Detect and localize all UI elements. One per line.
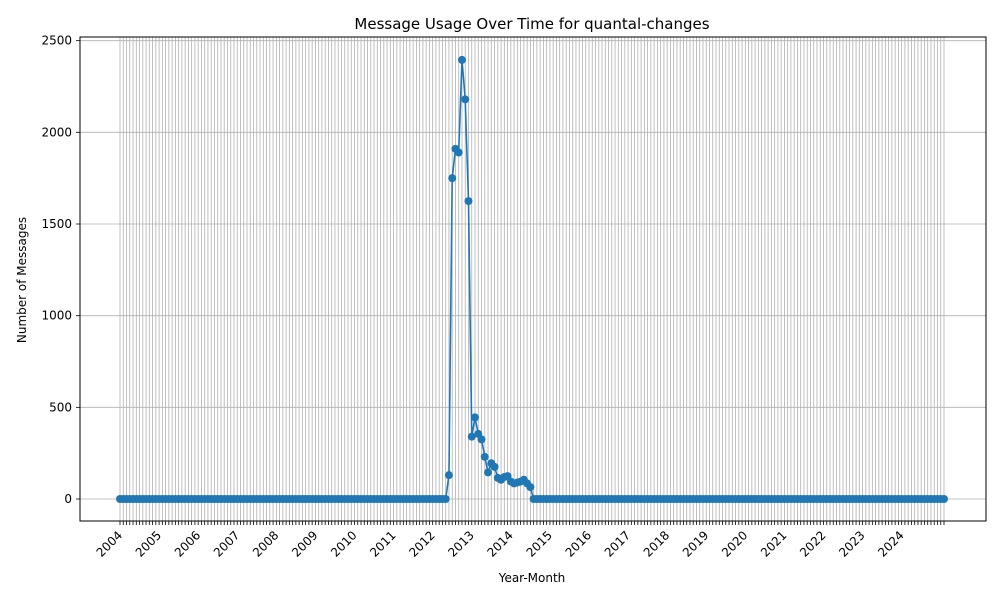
y-axis-label: Number of Messages (15, 217, 29, 343)
x-tick-label: 2024 (875, 528, 906, 559)
data-point (526, 483, 535, 492)
x-tick-label: 2010 (328, 528, 359, 559)
data-point (444, 471, 453, 480)
data-point (940, 495, 948, 503)
x-tick-label: 2015 (524, 528, 555, 559)
data-point (461, 95, 470, 104)
x-tick-label: 2019 (680, 528, 711, 559)
data-point (484, 468, 493, 477)
series (116, 55, 948, 503)
y-tick-label: 500 (49, 400, 72, 414)
axes: 2004 2005 2006 2007 2008 2009 2010 2011 2012 2013… (41, 34, 945, 560)
x-tick-label: 2023 (836, 528, 867, 559)
x-tick-label: 2006 (172, 528, 203, 559)
data-point (464, 197, 473, 206)
y-tick-label: 0 (64, 492, 72, 506)
data-point (441, 495, 450, 503)
y-tick-label: 2000 (41, 125, 72, 139)
x-axis-label: Year-Month (498, 571, 566, 585)
data-point (480, 452, 489, 461)
x-tick-label: 2018 (641, 528, 672, 559)
grid (80, 37, 986, 521)
data-point (477, 435, 486, 444)
y-tick-label: 1500 (41, 217, 72, 231)
x-tick-label: 2014 (484, 528, 515, 559)
data-point (467, 432, 476, 441)
x-tick-label: 2004 (94, 528, 125, 559)
x-tick-label: 2005 (133, 528, 164, 559)
data-point (454, 148, 463, 157)
data-point (448, 174, 457, 183)
plot-frame (79, 36, 987, 522)
x-tick-label: 2013 (445, 528, 476, 559)
chart-title: Message Usage Over Time for quantal-chan… (354, 15, 709, 33)
x-tick-label: 2012 (406, 528, 437, 559)
x-tick-label: 2007 (211, 528, 242, 559)
x-tick-label: 2022 (797, 528, 828, 559)
data-point (457, 55, 466, 64)
x-tick-label: 2008 (250, 528, 281, 559)
data-point (490, 462, 499, 471)
data-point (471, 413, 479, 422)
x-tick-label: 2011 (367, 528, 398, 559)
y-tick-label: 1000 (41, 309, 72, 323)
x-tick-label: 2017 (602, 528, 633, 559)
x-tick-label: 2016 (563, 528, 594, 559)
x-tick-label: 2021 (758, 528, 789, 559)
y-tick-label: 2500 (41, 34, 72, 48)
x-tick-label: 2020 (719, 528, 750, 559)
x-tick-label: 2009 (289, 528, 320, 559)
